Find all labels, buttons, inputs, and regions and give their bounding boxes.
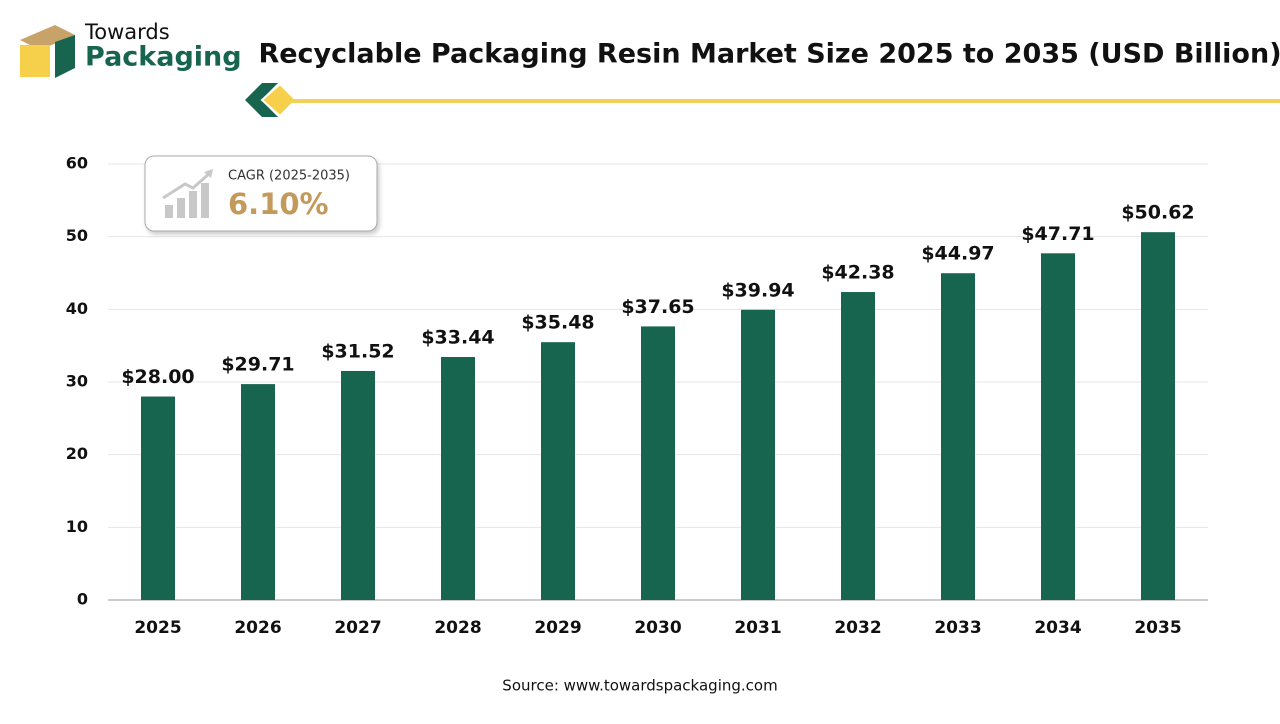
cagr-value: 6.10%: [228, 187, 329, 221]
logo-text: Packaging: [85, 42, 242, 73]
bar: [141, 396, 175, 600]
x-tick-label: 2025: [134, 618, 181, 638]
x-tick-label: 2028: [434, 618, 481, 638]
x-tick-label: 2031: [734, 618, 781, 638]
bar: [641, 326, 675, 600]
x-tick-label: 2034: [1034, 618, 1081, 638]
x-tick-label: 2027: [334, 618, 381, 638]
value-label: $47.71: [1021, 223, 1094, 245]
y-tick-label: 50: [66, 226, 88, 245]
bar: [341, 370, 375, 600]
bar: [1141, 232, 1175, 601]
value-label: $44.97: [921, 243, 994, 265]
cagr-label: CAGR (2025-2035): [228, 169, 350, 184]
value-label: $33.44: [421, 327, 494, 349]
y-tick-label: 40: [66, 299, 88, 318]
x-tick-label: 2029: [534, 618, 581, 638]
logo-text: Towards: [84, 20, 170, 44]
bar: [441, 357, 475, 600]
x-tick-label: 2032: [834, 618, 881, 638]
value-label: $50.62: [1121, 202, 1194, 224]
bar: [241, 384, 275, 600]
cagr-box: CAGR (2025-2035) 6.10%: [144, 155, 378, 232]
value-label: $37.65: [621, 296, 694, 318]
value-label: $42.38: [821, 262, 894, 284]
bar: [841, 292, 875, 600]
bar: [1041, 253, 1075, 601]
value-label: $28.00: [121, 366, 194, 388]
y-tick-label: 30: [66, 372, 88, 391]
bar: [941, 273, 975, 600]
value-label: $35.48: [521, 312, 594, 334]
source: Source: www.towardspackaging.com: [502, 677, 777, 695]
x-tick-label: 2035: [1134, 618, 1181, 638]
chart-title: Recyclable Packaging Resin Market Size 2…: [258, 39, 1280, 70]
x-tick-label: 2026: [234, 618, 281, 638]
x-tick-label: 2030: [634, 618, 681, 638]
bar: [541, 342, 575, 600]
value-label: $39.94: [721, 279, 794, 301]
bar: [741, 309, 775, 600]
logo-icon: [20, 25, 75, 78]
title-decoration: [245, 82, 1280, 118]
x-tick-label: 2033: [934, 618, 981, 638]
value-label: $29.71: [221, 354, 294, 376]
y-tick-label: 20: [66, 444, 88, 463]
y-tick-label: 60: [66, 154, 88, 173]
y-tick-label: 0: [77, 590, 88, 609]
y-tick-label: 10: [66, 517, 88, 536]
value-label: $31.52: [321, 340, 394, 362]
